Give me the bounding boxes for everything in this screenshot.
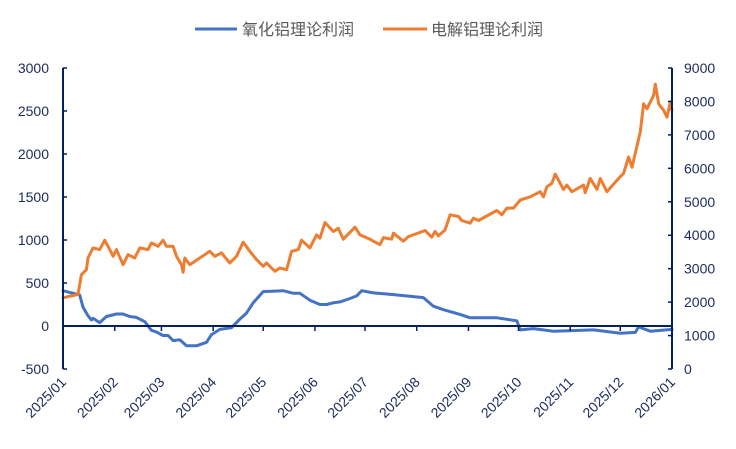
x-tick-label: 2025/05 bbox=[222, 374, 269, 421]
x-tick-label: 2025/03 bbox=[120, 374, 167, 421]
x-tick-label: 2025/11 bbox=[530, 374, 577, 421]
x-tick-label: 2025/10 bbox=[478, 374, 525, 421]
right-y-tick-label: 9000 bbox=[684, 60, 715, 76]
right-y-tick-label: 7000 bbox=[684, 127, 715, 143]
legend-label-electrolytic: 电解铝理论利润 bbox=[431, 21, 543, 39]
left-y-tick-label: 1000 bbox=[18, 232, 49, 248]
left-y-tick-label: 2000 bbox=[18, 146, 49, 162]
legend-label-alumina: 氧化铝理论利润 bbox=[242, 21, 354, 39]
series-line-electrolytic-aluminum-profit bbox=[61, 82, 674, 300]
right-y-tick-label: 5000 bbox=[684, 194, 715, 210]
x-tick-label: 2025/07 bbox=[324, 374, 371, 421]
x-tick-label: 2025/06 bbox=[274, 374, 321, 421]
x-tick-label: 2025/08 bbox=[376, 374, 423, 421]
right-y-tick-label: 2000 bbox=[684, 294, 715, 310]
axes: -500 0 500 1000 1500 2000 2500 3000 0 1000 2000 300… bbox=[18, 60, 716, 421]
right-y-tick-label: 8000 bbox=[684, 93, 715, 109]
right-y-tick-label: 4000 bbox=[684, 227, 715, 243]
x-tick-label: 2025/01 bbox=[22, 374, 69, 421]
right-y-tick-label: 1000 bbox=[684, 328, 715, 344]
series-line-alumina-profit bbox=[61, 289, 674, 348]
x-tick-label: 2025/02 bbox=[74, 374, 121, 421]
right-y-tick-label: 0 bbox=[684, 361, 692, 377]
left-y-tick-label: 1500 bbox=[18, 189, 49, 205]
right-y-tick-label: 3000 bbox=[684, 261, 715, 277]
legend: 氧化铝理论利润 电解铝理论利润 bbox=[195, 21, 543, 39]
x-tick-label: 2025/12 bbox=[579, 374, 626, 421]
x-tick-label: 2025/09 bbox=[427, 374, 474, 421]
left-y-tick-label: -500 bbox=[21, 361, 49, 377]
series-layer bbox=[61, 82, 674, 348]
left-y-tick-label: 2500 bbox=[18, 103, 49, 119]
x-tick-label: 2025/04 bbox=[172, 374, 219, 421]
left-y-tick-label: 500 bbox=[26, 275, 50, 291]
left-y-tick-label: 0 bbox=[41, 318, 49, 334]
x-tick-label: 2026/01 bbox=[631, 374, 678, 421]
left-y-tick-label: 3000 bbox=[18, 60, 49, 76]
right-y-tick-label: 6000 bbox=[684, 160, 715, 176]
